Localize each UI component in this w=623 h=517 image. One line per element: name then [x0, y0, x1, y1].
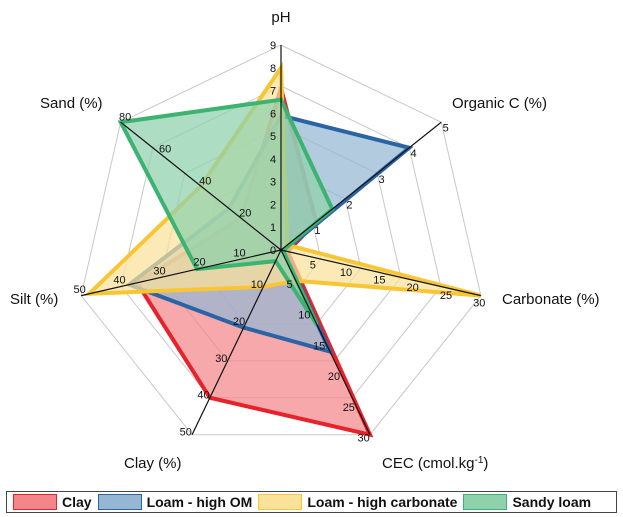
radar-tick-labels: 0 1 2 3 4 5 6 7 8 9 1 2 3 4 5 5 10 15 20 25 30 5 10 15 20 25 30 10 2…	[73, 40, 485, 445]
tick-label: 30	[473, 297, 485, 309]
tick-label: 4	[411, 148, 417, 160]
axis-label: Organic C (%)	[452, 95, 547, 112]
tick-label: 6	[270, 108, 276, 120]
tick-label: 30	[153, 266, 165, 278]
axis-label: Sand (%)	[40, 95, 103, 112]
tick-label: 30	[215, 353, 227, 365]
axis-label: Carbonate (%)	[502, 291, 600, 308]
tick-label: 5	[270, 131, 276, 143]
legend-swatch	[463, 494, 508, 510]
tick-label: 20	[239, 208, 251, 220]
tick-label: 40	[113, 275, 125, 287]
tick-label: 10	[298, 310, 310, 322]
radar-axes	[81, 45, 481, 435]
tick-label: 5	[286, 279, 292, 291]
tick-label: 60	[159, 144, 171, 156]
axis-line	[81, 249, 282, 297]
legend-swatch	[97, 494, 142, 510]
tick-label: 0	[270, 245, 276, 257]
legend-label: Loam - high OM	[146, 494, 253, 510]
axis-line	[120, 121, 282, 251]
tick-label: 50	[73, 284, 85, 296]
tick-label: 20	[233, 316, 245, 328]
tick-label: 3	[270, 177, 276, 189]
axis-label: Clay (%)	[124, 455, 182, 472]
tick-label: 20	[193, 256, 205, 268]
axis-label: Silt (%)	[10, 291, 58, 308]
legend-swatch	[258, 494, 303, 510]
tick-label: 5	[310, 259, 316, 271]
tick-label: 2	[346, 199, 352, 211]
legend-item: Clay	[13, 494, 92, 510]
tick-label: 15	[313, 340, 325, 352]
grid-ring	[80, 44, 482, 436]
tick-label: 9	[270, 40, 276, 52]
radar-series	[83, 61, 482, 438]
tick-label: 20	[407, 282, 419, 294]
legend-label: Loam - high carbonate	[307, 494, 458, 510]
tick-label: 2	[270, 199, 276, 211]
tick-label: 10	[233, 247, 245, 259]
tick-label: 15	[373, 275, 385, 287]
tick-label: 40	[199, 176, 211, 188]
tick-label: 80	[119, 112, 131, 124]
axis-line	[280, 249, 371, 435]
tick-label: 40	[197, 390, 209, 402]
tick-label: 20	[328, 371, 340, 383]
axis-label: CEC (cmol.kg-1)	[382, 455, 488, 473]
tick-label: 3	[378, 174, 384, 186]
axis-label: pH	[271, 9, 290, 26]
tick-label: 5	[443, 123, 449, 135]
tick-label: 50	[180, 427, 192, 439]
tick-label: 25	[343, 402, 355, 414]
legend-swatch	[13, 494, 57, 510]
tick-label: 8	[270, 63, 276, 75]
radar-axis-labels: pH Organic C (%) Carbonate (%) CEC (cmol.kg…	[10, 9, 600, 472]
tick-label: 4	[270, 154, 276, 166]
tick-label: 1	[270, 222, 276, 234]
tick-label: 10	[340, 267, 352, 279]
legend-item: Loam - high carbonate	[258, 494, 457, 510]
axis-line	[280, 121, 442, 251]
legend-label: Sandy loam	[512, 494, 592, 510]
tick-label: 10	[251, 279, 263, 291]
legend-label: Clay	[62, 494, 92, 510]
axis-line	[280, 249, 481, 297]
tick-label: 30	[358, 433, 370, 445]
tick-label: 25	[440, 290, 452, 302]
axis-line	[191, 249, 282, 435]
chart-legend: Clay Loam - high OM Loam - high carbonate S…	[6, 491, 617, 513]
legend-item: Loam - high OM	[97, 494, 253, 510]
legend-item: Sandy loam	[463, 494, 591, 510]
tick-label: 7	[270, 86, 276, 98]
tick-label: 1	[314, 225, 320, 237]
